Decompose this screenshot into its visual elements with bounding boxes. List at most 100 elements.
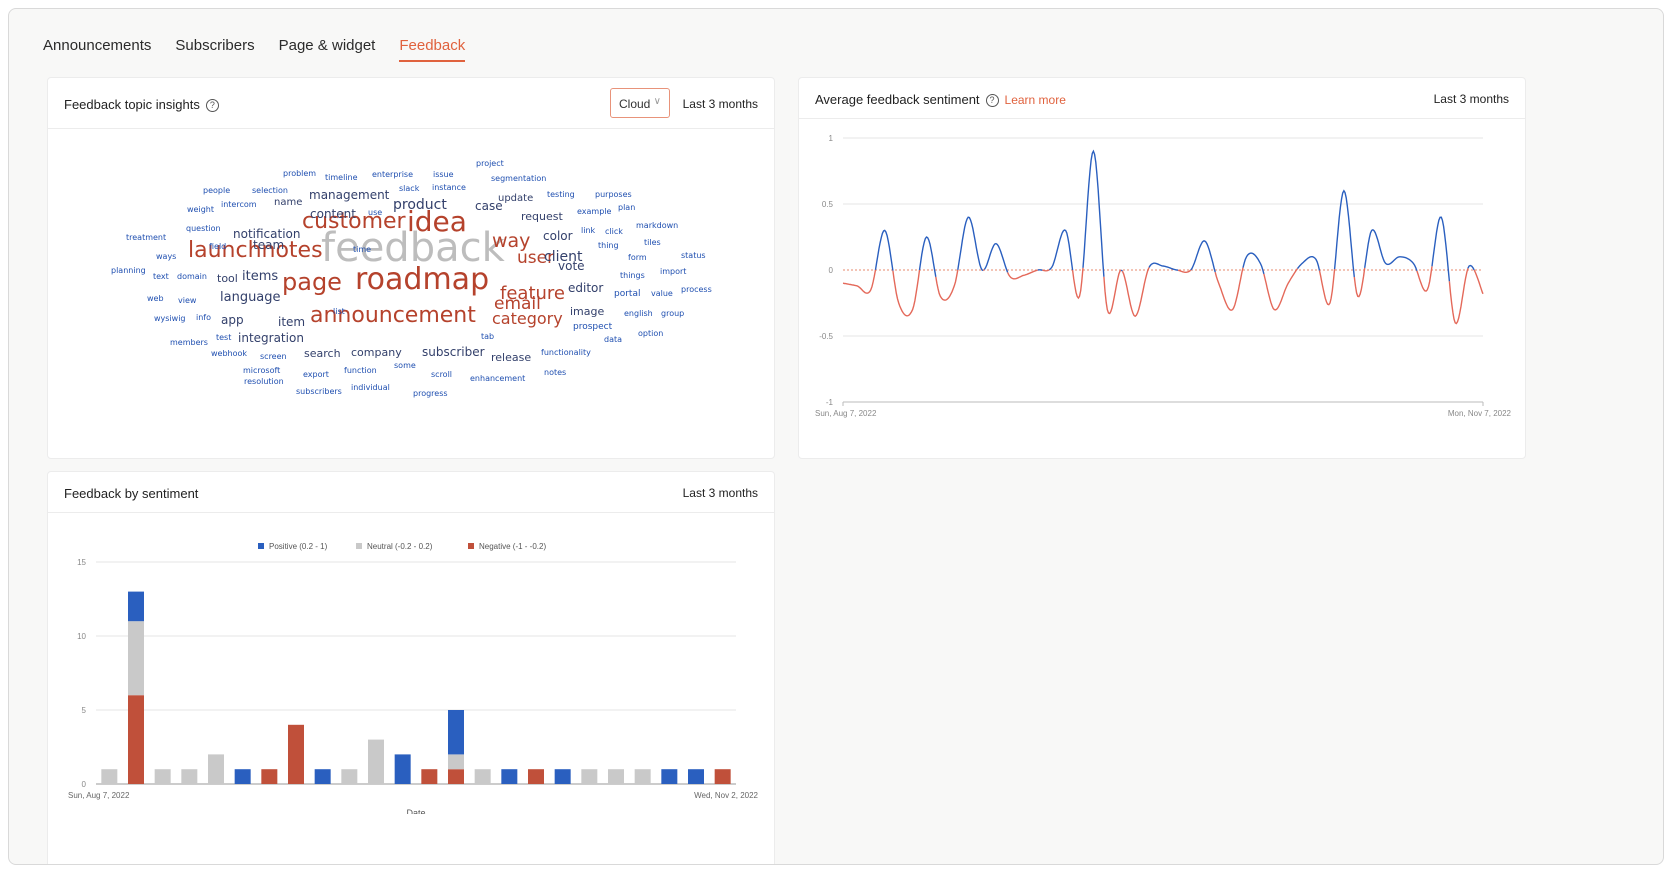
word-cloud-term[interactable]: webhook <box>211 349 248 358</box>
tab-subscribers[interactable]: Subscribers <box>175 37 255 54</box>
word-cloud-term[interactable]: web <box>147 294 164 303</box>
word-cloud-term[interactable]: option <box>638 329 664 338</box>
word-cloud-term[interactable]: items <box>242 269 279 284</box>
word-cloud-term[interactable]: launchnotes <box>188 238 323 263</box>
word-cloud-term[interactable]: selection <box>252 186 288 195</box>
word-cloud-term[interactable]: team <box>253 238 285 252</box>
tab-feedback[interactable]: Feedback <box>399 37 466 62</box>
word-cloud-term[interactable]: project <box>476 159 504 168</box>
word-cloud-term[interactable]: page <box>282 268 342 296</box>
word-cloud-term[interactable]: name <box>274 197 303 208</box>
word-cloud-term[interactable]: search <box>304 347 341 360</box>
word-cloud-term[interactable]: thing <box>598 241 619 250</box>
word-cloud-term[interactable]: weight <box>187 205 214 214</box>
word-cloud-term[interactable]: notification <box>233 227 301 241</box>
word-cloud-term[interactable]: view <box>178 296 197 305</box>
word-cloud-term[interactable]: language <box>220 290 281 305</box>
word-cloud-term[interactable]: user <box>517 248 555 268</box>
word-cloud-term[interactable]: slack <box>399 184 420 193</box>
word-cloud-term[interactable]: enterprise <box>372 170 414 179</box>
word-cloud-term[interactable]: info <box>196 313 212 322</box>
word-cloud-term[interactable]: category <box>492 309 563 328</box>
word-cloud-term[interactable]: form <box>628 253 647 262</box>
word-cloud-term[interactable]: screen <box>260 352 287 361</box>
word-cloud-term[interactable]: list <box>333 307 345 316</box>
word-cloud-term[interactable]: tool <box>217 272 238 285</box>
word-cloud-term[interactable]: example <box>577 207 612 216</box>
word-cloud-term[interactable]: idea <box>407 205 467 238</box>
tab-page-widget[interactable]: Page & widget <box>278 37 376 54</box>
word-cloud-term[interactable]: purposes <box>595 190 632 199</box>
word-cloud-term[interactable]: field <box>209 242 227 251</box>
word-cloud-term[interactable]: color <box>543 229 573 243</box>
word-cloud-term[interactable]: way <box>492 230 531 252</box>
word-cloud-term[interactable]: ways <box>156 252 177 261</box>
word-cloud-term[interactable]: value <box>651 289 673 298</box>
word-cloud-term[interactable]: tab <box>481 332 495 341</box>
word-cloud-term[interactable]: issue <box>433 170 454 179</box>
word-cloud-term[interactable]: timeline <box>325 173 358 182</box>
word-cloud-term[interactable]: people <box>203 186 231 195</box>
word-cloud-term[interactable]: link <box>581 226 596 235</box>
word-cloud-term[interactable]: vote <box>558 259 585 273</box>
word-cloud-term[interactable]: image <box>570 305 605 318</box>
word-cloud-term[interactable]: feedback <box>321 225 505 271</box>
word-cloud-term[interactable]: app <box>221 313 244 327</box>
word-cloud-term[interactable]: release <box>491 351 532 364</box>
word-cloud-term[interactable]: testing <box>547 190 575 199</box>
word-cloud-term[interactable]: roadmap <box>355 262 490 297</box>
word-cloud-term[interactable]: integration <box>238 331 304 345</box>
word-cloud-term[interactable]: group <box>661 309 685 318</box>
word-cloud-term[interactable]: english <box>624 309 653 318</box>
word-cloud-term[interactable]: portal <box>614 289 641 299</box>
word-cloud-term[interactable]: item <box>278 315 306 329</box>
word-cloud-term[interactable]: content <box>310 207 356 221</box>
word-cloud-term[interactable]: individual <box>351 383 390 392</box>
learn-more-link[interactable]: Learn more <box>1004 93 1066 107</box>
word-cloud-term[interactable]: progress <box>413 389 448 398</box>
word-cloud-term[interactable]: status <box>681 251 706 260</box>
word-cloud-term[interactable]: use <box>368 208 383 217</box>
word-cloud-term[interactable]: time <box>353 245 372 254</box>
word-cloud-term[interactable]: update <box>498 193 534 204</box>
word-cloud-term[interactable]: tiles <box>644 238 661 247</box>
word-cloud-term[interactable]: click <box>605 227 623 236</box>
word-cloud-term[interactable]: problem <box>283 169 317 178</box>
word-cloud-term[interactable]: customer <box>302 209 406 234</box>
word-cloud-term[interactable]: request <box>521 210 563 223</box>
word-cloud-term[interactable]: microsoft <box>243 366 281 375</box>
word-cloud-term[interactable]: planning <box>111 266 146 275</box>
word-cloud-term[interactable]: scroll <box>431 370 453 379</box>
word-cloud-term[interactable]: resolution <box>244 377 284 386</box>
word-cloud-term[interactable]: domain <box>177 272 207 281</box>
word-cloud-term[interactable]: management <box>309 188 390 202</box>
word-cloud-term[interactable]: things <box>620 271 645 280</box>
word-cloud-term[interactable]: prospect <box>573 322 613 332</box>
word-cloud-term[interactable]: feature <box>500 283 565 304</box>
word-cloud-term[interactable]: company <box>351 346 402 359</box>
word-cloud-term[interactable]: segmentation <box>491 174 547 183</box>
view-select[interactable]: Cloud ∨ <box>610 88 670 118</box>
word-cloud-term[interactable]: process <box>681 285 712 294</box>
word-cloud-term[interactable]: test <box>216 333 232 342</box>
help-icon[interactable]: ? <box>205 99 219 112</box>
help-icon[interactable]: ? <box>985 94 999 107</box>
word-cloud-term[interactable]: function <box>344 366 377 375</box>
word-cloud-term[interactable]: product <box>393 197 447 213</box>
word-cloud-term[interactable]: wysiwig <box>154 314 186 323</box>
word-cloud-term[interactable]: case <box>475 199 503 213</box>
word-cloud-term[interactable]: export <box>303 370 329 379</box>
word-cloud-term[interactable]: client <box>544 249 583 265</box>
word-cloud-term[interactable]: subscriber <box>422 345 485 359</box>
word-cloud-term[interactable]: email <box>494 294 541 314</box>
word-cloud-term[interactable]: text <box>153 272 169 281</box>
word-cloud-term[interactable]: editor <box>568 281 604 295</box>
word-cloud-term[interactable]: notes <box>544 368 567 377</box>
word-cloud-term[interactable]: subscribers <box>296 387 342 396</box>
word-cloud-term[interactable]: members <box>170 338 208 347</box>
word-cloud-term[interactable]: enhancement <box>470 374 526 383</box>
word-cloud-term[interactable]: import <box>660 267 687 276</box>
word-cloud-term[interactable]: plan <box>618 203 636 212</box>
word-cloud-term[interactable]: markdown <box>636 221 679 230</box>
word-cloud-term[interactable]: announcement <box>310 303 476 328</box>
